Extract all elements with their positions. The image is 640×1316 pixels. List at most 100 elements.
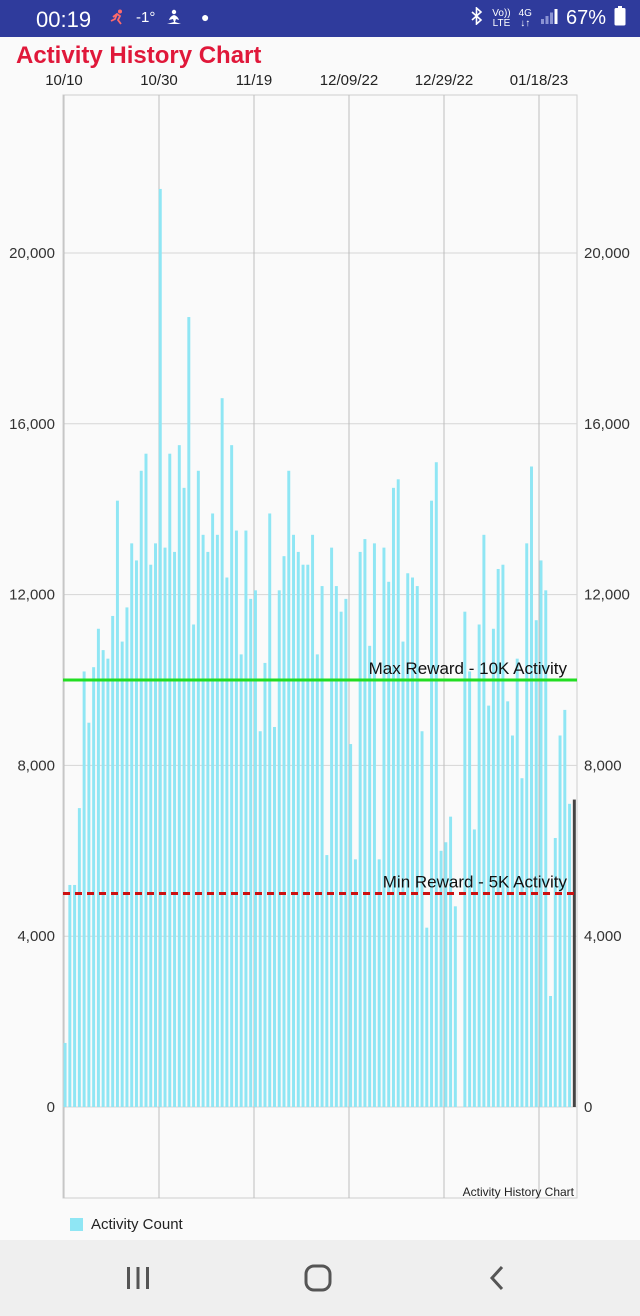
- x-tick-label: 10/30: [140, 72, 178, 89]
- chart-bar: [201, 534, 205, 1107]
- chart-bar: [491, 628, 495, 1107]
- chart-bar: [234, 530, 238, 1107]
- chart-bar: [68, 884, 72, 1107]
- chart-bar: [87, 722, 91, 1107]
- chart-bar: [396, 479, 400, 1107]
- chart-bar: [101, 650, 105, 1107]
- chart-bar: [358, 551, 362, 1107]
- chart-bar: [168, 453, 172, 1107]
- chart-bar: [477, 624, 481, 1107]
- chart-bar: [525, 543, 529, 1107]
- y-tick-label-left: 4,000: [17, 928, 55, 945]
- chart-bar: [82, 671, 86, 1107]
- chart-bar: [549, 995, 553, 1107]
- chart-bar: [353, 859, 357, 1107]
- back-button[interactable]: [458, 1240, 538, 1316]
- chart-bar: [515, 658, 519, 1107]
- y-tick-label-left: 8,000: [17, 757, 55, 774]
- chart-bar: [311, 534, 315, 1107]
- x-tick-label: 12/29/22: [415, 72, 473, 89]
- chart-bar: [96, 628, 100, 1107]
- running-figure-icon: [110, 9, 126, 29]
- chart-bar: [444, 842, 448, 1107]
- chart-bar: [439, 850, 443, 1107]
- chart-bar: [287, 470, 291, 1107]
- chart-bar: [320, 586, 324, 1107]
- volte-label: Vo)): [492, 7, 511, 19]
- chart-bar: [301, 564, 305, 1107]
- chart-bar: [158, 188, 162, 1107]
- chart-bar: [130, 543, 134, 1107]
- chart-bar: [563, 709, 567, 1107]
- chart-bar: [363, 539, 367, 1107]
- chart-bar: [154, 543, 157, 1107]
- chart-bar: [415, 586, 419, 1107]
- chart-bar: [63, 1042, 67, 1107]
- y-tick-label-left: 20,000: [9, 245, 55, 262]
- y-tick-label-left: 0: [47, 1099, 55, 1116]
- chart-bar: [449, 816, 453, 1107]
- chart-bar: [149, 564, 153, 1107]
- chart-bar: [277, 590, 281, 1107]
- chart-bar: [211, 513, 215, 1107]
- chart-bar: [206, 551, 210, 1107]
- chart-bar: [420, 731, 424, 1107]
- chart-bar: [387, 581, 391, 1107]
- chart-bar: [163, 547, 167, 1107]
- signal-icon: [540, 8, 558, 29]
- chart-bar: [273, 726, 276, 1107]
- chart-bar: [544, 590, 548, 1107]
- battery-percent: 67%: [565, 7, 606, 29]
- status-time: 00:19: [36, 7, 92, 32]
- x-tick-label: 12/09/22: [320, 72, 378, 89]
- bluetooth-icon: [470, 6, 484, 30]
- chart-bar: [315, 654, 319, 1107]
- chart-bar: [215, 534, 219, 1107]
- chart-bar: [406, 573, 410, 1107]
- chart-bar: [196, 470, 200, 1107]
- chart-bar: [349, 744, 353, 1107]
- y-tick-label-right: 16,000: [584, 416, 630, 433]
- lte-label: LTE: [492, 17, 511, 29]
- chart-bar: [120, 641, 124, 1107]
- chart-bar: [225, 577, 229, 1107]
- chart-bar: [368, 645, 372, 1107]
- chart-bar: [377, 859, 381, 1107]
- chart-bar: [520, 778, 524, 1107]
- meditation-icon: [165, 9, 183, 31]
- chart-bar: [391, 487, 395, 1108]
- recent-apps-icon: [127, 1267, 149, 1289]
- chart-bar: [296, 551, 300, 1107]
- x-tick-label: 11/19: [236, 72, 272, 89]
- home-button[interactable]: [278, 1240, 358, 1316]
- chart-bar: [258, 731, 262, 1107]
- chart-title: Activity History Chart: [16, 42, 262, 69]
- chart-bar: [568, 803, 572, 1107]
- chart-bar: [220, 398, 224, 1107]
- chart-bar: [249, 598, 253, 1107]
- chart-bar: [244, 530, 248, 1107]
- chart-bar: [425, 927, 429, 1107]
- activity-chart: 0 0 4,000 4,000 8,000 8,000 12,000 12,000 16,000…: [9, 72, 630, 1199]
- y-tick-label-right: 12,000: [584, 587, 630, 604]
- chart-bar: [125, 607, 129, 1107]
- status-bar: 00:19 -1° ● Vo)) LTE 4G ↓↑ 67%: [0, 0, 640, 37]
- chart-bar: [539, 560, 543, 1107]
- recent-apps-button[interactable]: [98, 1240, 178, 1316]
- chart-bar: [182, 487, 186, 1108]
- chart-bar: [73, 884, 77, 1107]
- network-gen-label: 4G: [518, 7, 532, 19]
- back-icon: [489, 1265, 504, 1291]
- chart-bar: [263, 662, 267, 1107]
- chart-bar: [572, 799, 576, 1107]
- chart-bar: [463, 611, 467, 1107]
- chart-bar: [282, 556, 286, 1107]
- chart-bar: [496, 568, 500, 1107]
- chart-bar: [192, 624, 196, 1107]
- legend-label: Activity Count: [91, 1216, 183, 1233]
- chart-bar: [506, 701, 510, 1107]
- chart-bar: [482, 534, 486, 1107]
- chart-bar: [401, 641, 405, 1107]
- chart-bar: [344, 598, 348, 1107]
- chart-bar: [106, 658, 110, 1107]
